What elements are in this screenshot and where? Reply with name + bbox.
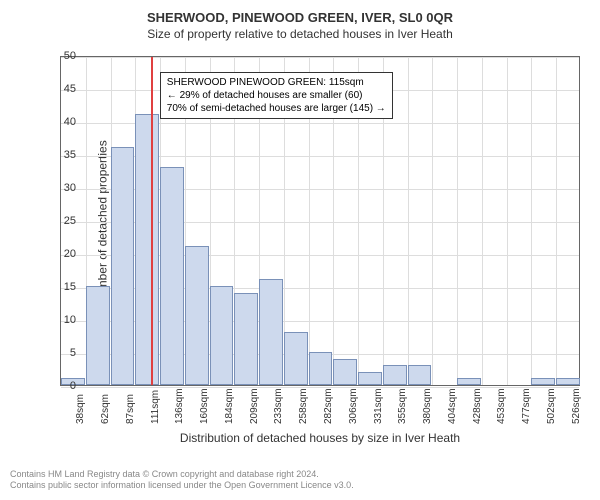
gridline-v	[482, 57, 483, 385]
histogram-bar	[556, 378, 580, 385]
annotation-line2: ← 29% of detached houses are smaller (60…	[167, 89, 386, 102]
histogram-bar	[210, 286, 234, 385]
histogram-bar	[383, 365, 407, 385]
ytick-label: 35	[64, 149, 76, 161]
ytick-label: 10	[64, 314, 76, 326]
footer-line2: Contains public sector information licen…	[10, 480, 354, 492]
histogram-bar	[259, 279, 283, 385]
chart-subtitle: Size of property relative to detached ho…	[10, 27, 590, 41]
xtick-label: 38sqm	[75, 394, 86, 424]
gridline-v	[556, 57, 557, 385]
xtick-label: 502sqm	[546, 388, 557, 424]
ytick-label: 5	[70, 347, 76, 359]
histogram-bar	[135, 114, 159, 385]
histogram-bar	[408, 365, 432, 385]
gridline-v	[432, 57, 433, 385]
histogram-bar	[284, 332, 308, 385]
ytick-label: 25	[64, 215, 76, 227]
chart-title: SHERWOOD, PINEWOOD GREEN, IVER, SL0 0QR	[10, 10, 590, 25]
ytick-label: 0	[70, 380, 76, 392]
xtick-label: 526sqm	[571, 388, 582, 424]
property-marker-line	[151, 57, 153, 385]
histogram-bar	[309, 352, 333, 385]
xtick-label: 306sqm	[348, 388, 359, 424]
chart-container: SHERWOOD, PINEWOOD GREEN, IVER, SL0 0QR …	[0, 0, 600, 500]
ytick-label: 15	[64, 281, 76, 293]
xtick-label: 258sqm	[298, 388, 309, 424]
gridline-v	[531, 57, 532, 385]
gridline-v	[507, 57, 508, 385]
xtick-label: 233sqm	[273, 388, 284, 424]
annotation-line1: SHERWOOD PINEWOOD GREEN: 115sqm	[167, 76, 386, 89]
xtick-label: 331sqm	[373, 388, 384, 424]
histogram-bar	[531, 378, 555, 385]
footer-text: Contains HM Land Registry data © Crown c…	[10, 469, 354, 492]
histogram-bar	[185, 246, 209, 385]
xtick-label: 87sqm	[125, 394, 136, 424]
annotation-box: SHERWOOD PINEWOOD GREEN: 115sqm← 29% of …	[160, 72, 393, 119]
gridline-h	[61, 57, 579, 58]
xtick-label: 355sqm	[397, 388, 408, 424]
gridline-v	[408, 57, 409, 385]
ytick-label: 40	[64, 116, 76, 128]
histogram-bar	[333, 359, 357, 385]
histogram-bar	[160, 167, 184, 385]
xtick-label: 160sqm	[199, 388, 210, 424]
histogram-bar	[111, 147, 135, 385]
ytick-label: 20	[64, 248, 76, 260]
xtick-label: 453sqm	[496, 388, 507, 424]
xtick-label: 477sqm	[521, 388, 532, 424]
plot-area: SHERWOOD PINEWOOD GREEN: 115sqm← 29% of …	[60, 56, 580, 386]
xtick-label: 209sqm	[249, 388, 260, 424]
histogram-bar	[358, 372, 382, 385]
xtick-label: 62sqm	[100, 394, 111, 424]
ytick-label: 50	[64, 50, 76, 62]
histogram-bar	[86, 286, 110, 385]
xtick-label: 184sqm	[224, 388, 235, 424]
ytick-label: 30	[64, 182, 76, 194]
histogram-bar	[457, 378, 481, 385]
chart-area: Number of detached properties SHERWOOD P…	[40, 46, 600, 426]
x-axis-label: Distribution of detached houses by size …	[60, 431, 580, 445]
xtick-label: 111sqm	[150, 390, 161, 424]
xtick-label: 428sqm	[472, 388, 483, 424]
xtick-label: 404sqm	[447, 388, 458, 424]
footer-line1: Contains HM Land Registry data © Crown c…	[10, 469, 354, 481]
xtick-label: 282sqm	[323, 388, 334, 424]
annotation-line3: 70% of semi-detached houses are larger (…	[167, 102, 386, 115]
ytick-label: 45	[64, 83, 76, 95]
xtick-label: 380sqm	[422, 388, 433, 424]
xtick-label: 136sqm	[174, 388, 185, 424]
gridline-v	[457, 57, 458, 385]
histogram-bar	[234, 293, 258, 385]
